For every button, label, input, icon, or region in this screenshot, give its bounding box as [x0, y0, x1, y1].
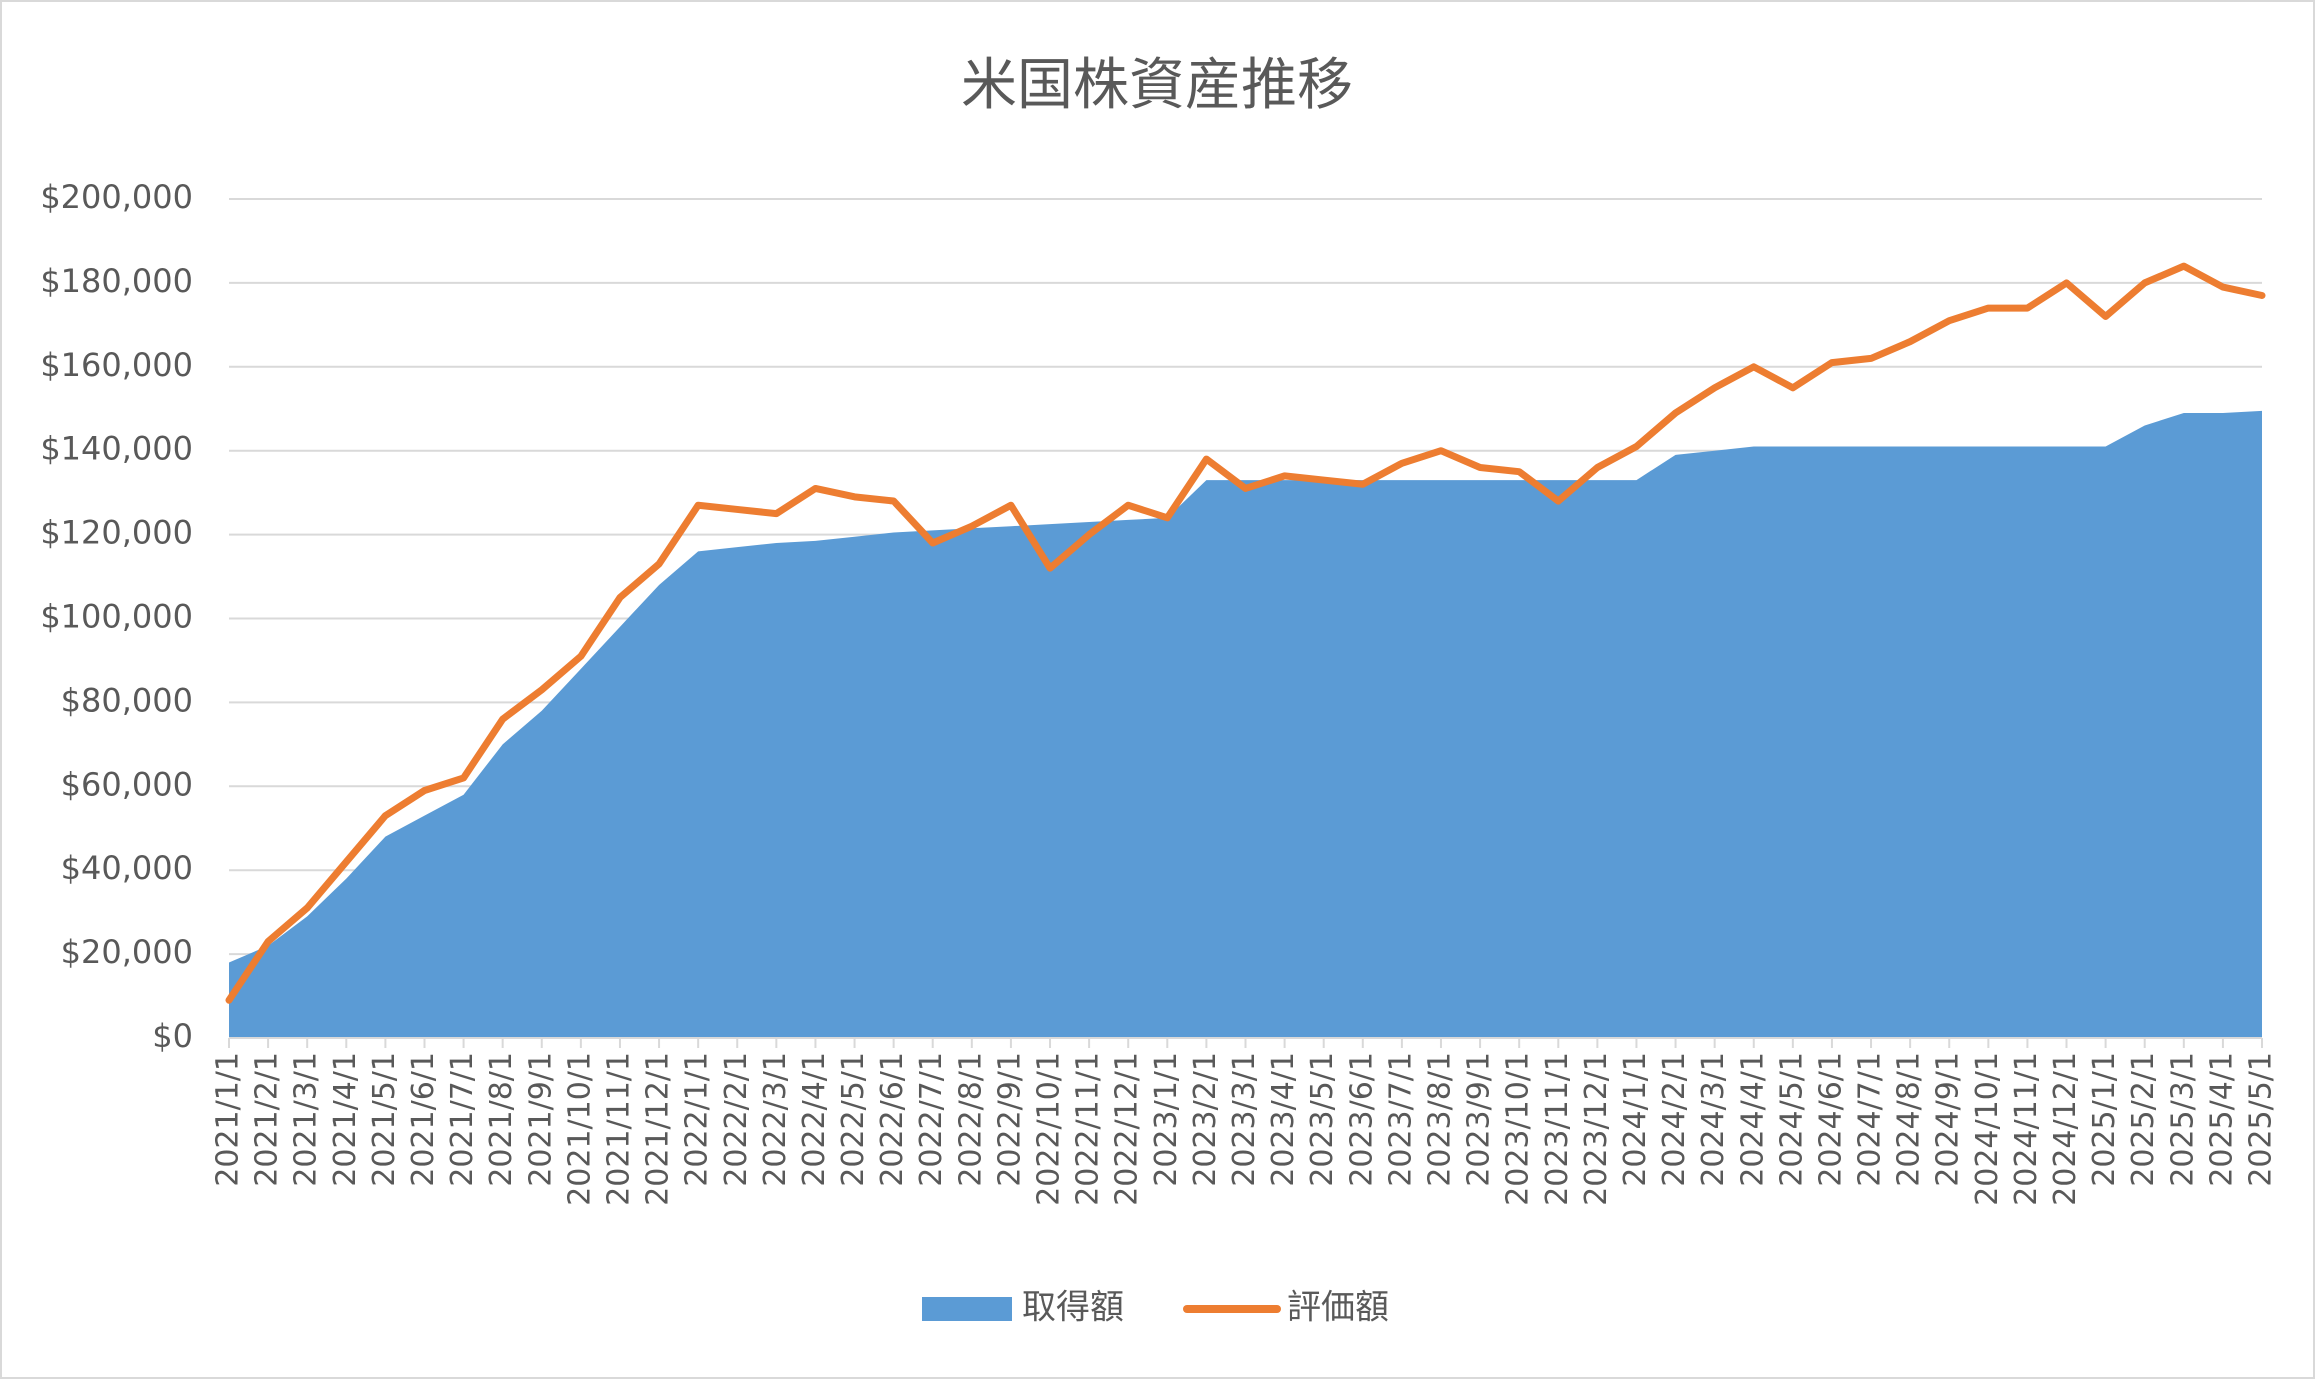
x-tick-label: 2022/1/1 [680, 1052, 715, 1187]
y-tick-label: $0 [152, 1017, 193, 1055]
y-tick-label: $200,000 [40, 178, 193, 216]
x-tick-label: 2024/11/1 [2009, 1052, 2044, 1206]
x-tick-label: 2022/12/1 [1110, 1052, 1145, 1206]
x-tick-label: 2022/6/1 [875, 1052, 910, 1187]
x-tick-label: 2024/2/1 [1657, 1052, 1692, 1187]
x-tick-label: 2021/10/1 [562, 1052, 597, 1206]
y-tick-label: $100,000 [40, 598, 193, 636]
y-tick-label: $120,000 [40, 514, 193, 552]
x-tick-label: 2025/4/1 [2204, 1052, 2239, 1187]
x-tick-label: 2023/3/1 [1227, 1052, 1262, 1187]
y-tick-label: $160,000 [40, 346, 193, 384]
x-tick-label: 2024/12/1 [2048, 1052, 2083, 1206]
x-tick-label: 2024/8/1 [1892, 1052, 1927, 1187]
x-tick-label: 2024/10/1 [1970, 1052, 2005, 1206]
x-tick-label: 2022/3/1 [758, 1052, 793, 1187]
x-tick-label: 2021/9/1 [523, 1052, 558, 1187]
x-tick-label: 2022/10/1 [1032, 1052, 1067, 1206]
x-tick-label: 2021/3/1 [289, 1052, 324, 1187]
chart-title: 米国株資産推移 [961, 53, 1353, 118]
x-tick-label: 2021/6/1 [406, 1052, 441, 1187]
x-tick-label: 2021/4/1 [328, 1052, 363, 1187]
x-tick-label: 2024/4/1 [1735, 1052, 1770, 1187]
x-tick-label: 2023/9/1 [1462, 1052, 1497, 1187]
x-tick-label: 2023/8/1 [1422, 1052, 1457, 1187]
y-tick-label: $180,000 [40, 262, 193, 300]
legend-swatch [922, 1297, 1012, 1321]
x-tick-label: 2021/11/1 [601, 1052, 636, 1206]
x-tick-label: 2022/7/1 [914, 1052, 949, 1187]
y-tick-label: $80,000 [61, 681, 193, 719]
x-tick-label: 2021/1/1 [211, 1052, 246, 1187]
x-tick-label: 2021/7/1 [445, 1052, 480, 1187]
x-tick-label: 2025/2/1 [2126, 1052, 2161, 1187]
x-tick-label: 2025/1/1 [2087, 1052, 2122, 1187]
x-tick-label: 2025/5/1 [2244, 1052, 2279, 1187]
x-tick-label: 2024/9/1 [1931, 1052, 1966, 1187]
x-tick-label: 2023/6/1 [1344, 1052, 1379, 1187]
x-tick-label: 2022/9/1 [992, 1052, 1027, 1187]
y-tick-label: $40,000 [61, 849, 193, 887]
x-tick-label: 2024/7/1 [1853, 1052, 1888, 1187]
area [229, 410, 2262, 1038]
x-tick-label: 2022/8/1 [953, 1052, 988, 1187]
x-tick-label: 2021/2/1 [250, 1052, 285, 1187]
x-tick-label: 2024/3/1 [1696, 1052, 1731, 1187]
x-tick-label: 2023/10/1 [1501, 1052, 1536, 1206]
x-tick-label: 2022/5/1 [836, 1052, 871, 1187]
x-tick-label: 2023/7/1 [1383, 1052, 1418, 1187]
x-tick-label: 2023/5/1 [1305, 1052, 1340, 1187]
line [225, 262, 2266, 1004]
x-tick-label: 2024/6/1 [1813, 1052, 1848, 1187]
y-tick-label: $140,000 [40, 430, 193, 468]
legend-label: 取得額 [1022, 1288, 1124, 1328]
x-tick-label: 2024/5/1 [1774, 1052, 1809, 1187]
x-tick-label: 2023/4/1 [1266, 1052, 1301, 1187]
x-tick-label: 2022/4/1 [797, 1052, 832, 1187]
y-tick-label: $20,000 [61, 933, 193, 971]
x-tick-label: 2022/11/1 [1071, 1052, 1106, 1206]
x-tick-label: 2023/11/1 [1540, 1052, 1575, 1206]
legend-label: 評価額 [1287, 1288, 1389, 1328]
x-tick-label: 2023/2/1 [1188, 1052, 1223, 1187]
x-tick-label: 2021/12/1 [641, 1052, 676, 1206]
x-tick-label: 2024/1/1 [1618, 1052, 1653, 1187]
x-tick-label: 2023/1/1 [1149, 1052, 1184, 1187]
x-tick-label: 2022/2/1 [719, 1052, 754, 1187]
x-tick-label: 2023/12/1 [1579, 1052, 1614, 1206]
x-tick-label: 2021/8/1 [484, 1052, 519, 1187]
x-tick-label: 2021/5/1 [367, 1052, 402, 1187]
x-tick-label: 2025/3/1 [2165, 1052, 2200, 1187]
y-tick-label: $60,000 [61, 765, 193, 803]
